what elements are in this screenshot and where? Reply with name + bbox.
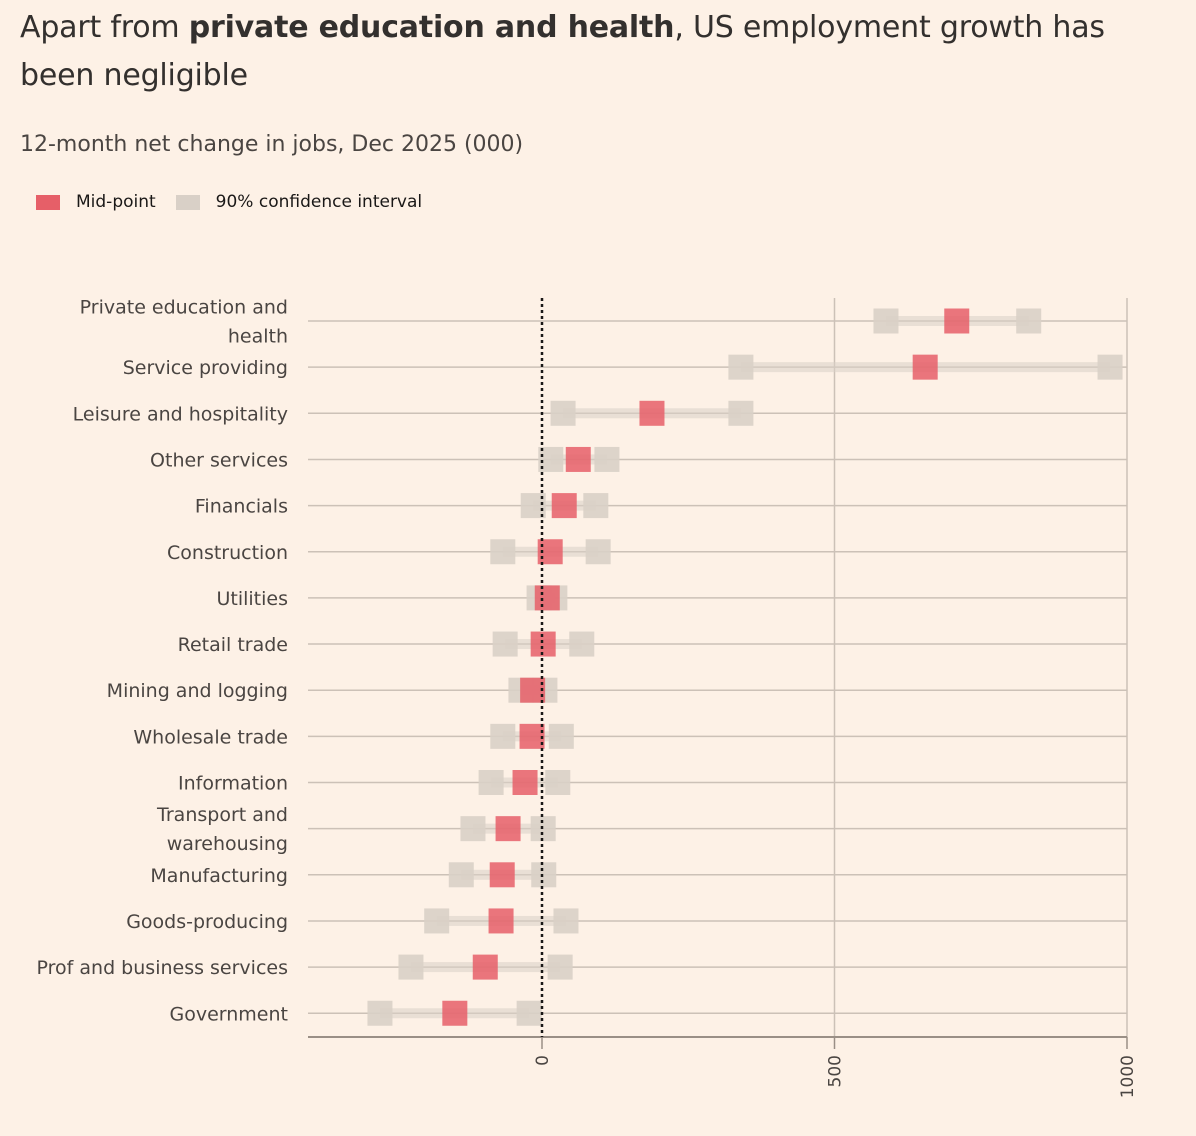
ci-lower-marker bbox=[424, 908, 450, 934]
category-label: Private education and health bbox=[80, 297, 288, 348]
chart-title: Apart from private education and health,… bbox=[20, 4, 1170, 100]
chart-subtitle: 12-month net change in jobs, Dec 2025 (0… bbox=[20, 132, 524, 157]
category-label: Service providing bbox=[123, 357, 288, 379]
category-label: Wholesale trade bbox=[133, 726, 288, 748]
legend-swatch-midpoint bbox=[36, 194, 60, 210]
category-label: Retail trade bbox=[178, 634, 288, 656]
ci-upper-marker bbox=[583, 493, 609, 519]
midpoint-marker bbox=[534, 585, 560, 611]
midpoint-marker bbox=[495, 816, 521, 842]
ci-upper-marker bbox=[594, 446, 620, 472]
category-label: Prof and business services bbox=[37, 957, 288, 979]
category-label: Utilities bbox=[216, 588, 288, 610]
title-prefix: Apart from bbox=[20, 10, 189, 45]
category-label: Transport and warehousing bbox=[156, 804, 288, 855]
category-label: Construction bbox=[167, 542, 288, 564]
ci-lower-marker bbox=[728, 354, 754, 380]
midpoint-marker bbox=[519, 723, 545, 749]
midpoint-marker bbox=[442, 1000, 468, 1026]
ci-upper-marker bbox=[553, 908, 579, 934]
category-label: Other services bbox=[150, 449, 288, 471]
category-label: Leisure and hospitality bbox=[73, 403, 288, 425]
midpoint-marker bbox=[944, 308, 970, 334]
legend-item-midpoint: Mid-point bbox=[36, 192, 156, 212]
category-label: Manufacturing bbox=[150, 865, 288, 887]
category-label: Financials bbox=[195, 496, 288, 518]
ci-lower-marker bbox=[873, 308, 899, 334]
legend-label-midpoint: Mid-point bbox=[76, 192, 156, 212]
title-suffix: , US employment growth has been negligib… bbox=[20, 10, 1105, 93]
x-tick-label: 1000 bbox=[1118, 1055, 1138, 1098]
x-tick-label: 500 bbox=[826, 1055, 846, 1087]
ci-upper-marker bbox=[548, 723, 574, 749]
legend: Mid-point 90% confidence interval bbox=[36, 192, 442, 212]
category-label: Government bbox=[170, 1003, 289, 1025]
ci-lower-marker bbox=[367, 1000, 393, 1026]
ci-upper-marker bbox=[585, 539, 611, 565]
x-tick-label: 0 bbox=[533, 1055, 553, 1066]
category-label: Goods-producing bbox=[126, 911, 288, 933]
category-label: Mining and logging bbox=[107, 680, 288, 702]
midpoint-marker bbox=[488, 908, 514, 934]
ci-upper-marker bbox=[545, 770, 571, 795]
ci-lower-marker bbox=[490, 723, 516, 749]
title-bold: private education and health bbox=[188, 10, 675, 45]
midpoint-marker bbox=[912, 354, 938, 380]
ci-upper-marker bbox=[728, 400, 754, 426]
ci-upper-marker bbox=[516, 1000, 542, 1026]
ci-lower-marker bbox=[478, 770, 504, 795]
ci-upper-marker bbox=[531, 862, 557, 888]
ci-upper-marker bbox=[1016, 308, 1042, 334]
midpoint-marker bbox=[512, 770, 538, 795]
ci-upper-marker bbox=[1097, 354, 1123, 380]
midpoint-marker bbox=[472, 954, 498, 980]
legend-label-interval: 90% confidence interval bbox=[215, 192, 423, 212]
ci-lower-marker bbox=[550, 400, 576, 426]
ci-lower-marker bbox=[398, 954, 424, 980]
midpoint-marker bbox=[551, 493, 577, 519]
ci-lower-marker bbox=[492, 631, 518, 657]
ci-lower-marker bbox=[490, 539, 516, 565]
category-label: Information bbox=[178, 773, 288, 795]
legend-item-interval: 90% confidence interval bbox=[175, 192, 423, 212]
midpoint-marker bbox=[639, 400, 665, 426]
midpoint-marker bbox=[489, 862, 515, 888]
midpoint-marker bbox=[565, 446, 591, 472]
ci-upper-marker bbox=[569, 631, 595, 657]
ci-upper-marker bbox=[547, 954, 573, 980]
ci-lower-marker bbox=[460, 816, 486, 842]
legend-swatch-interval bbox=[175, 194, 200, 210]
ci-lower-marker bbox=[448, 862, 474, 888]
